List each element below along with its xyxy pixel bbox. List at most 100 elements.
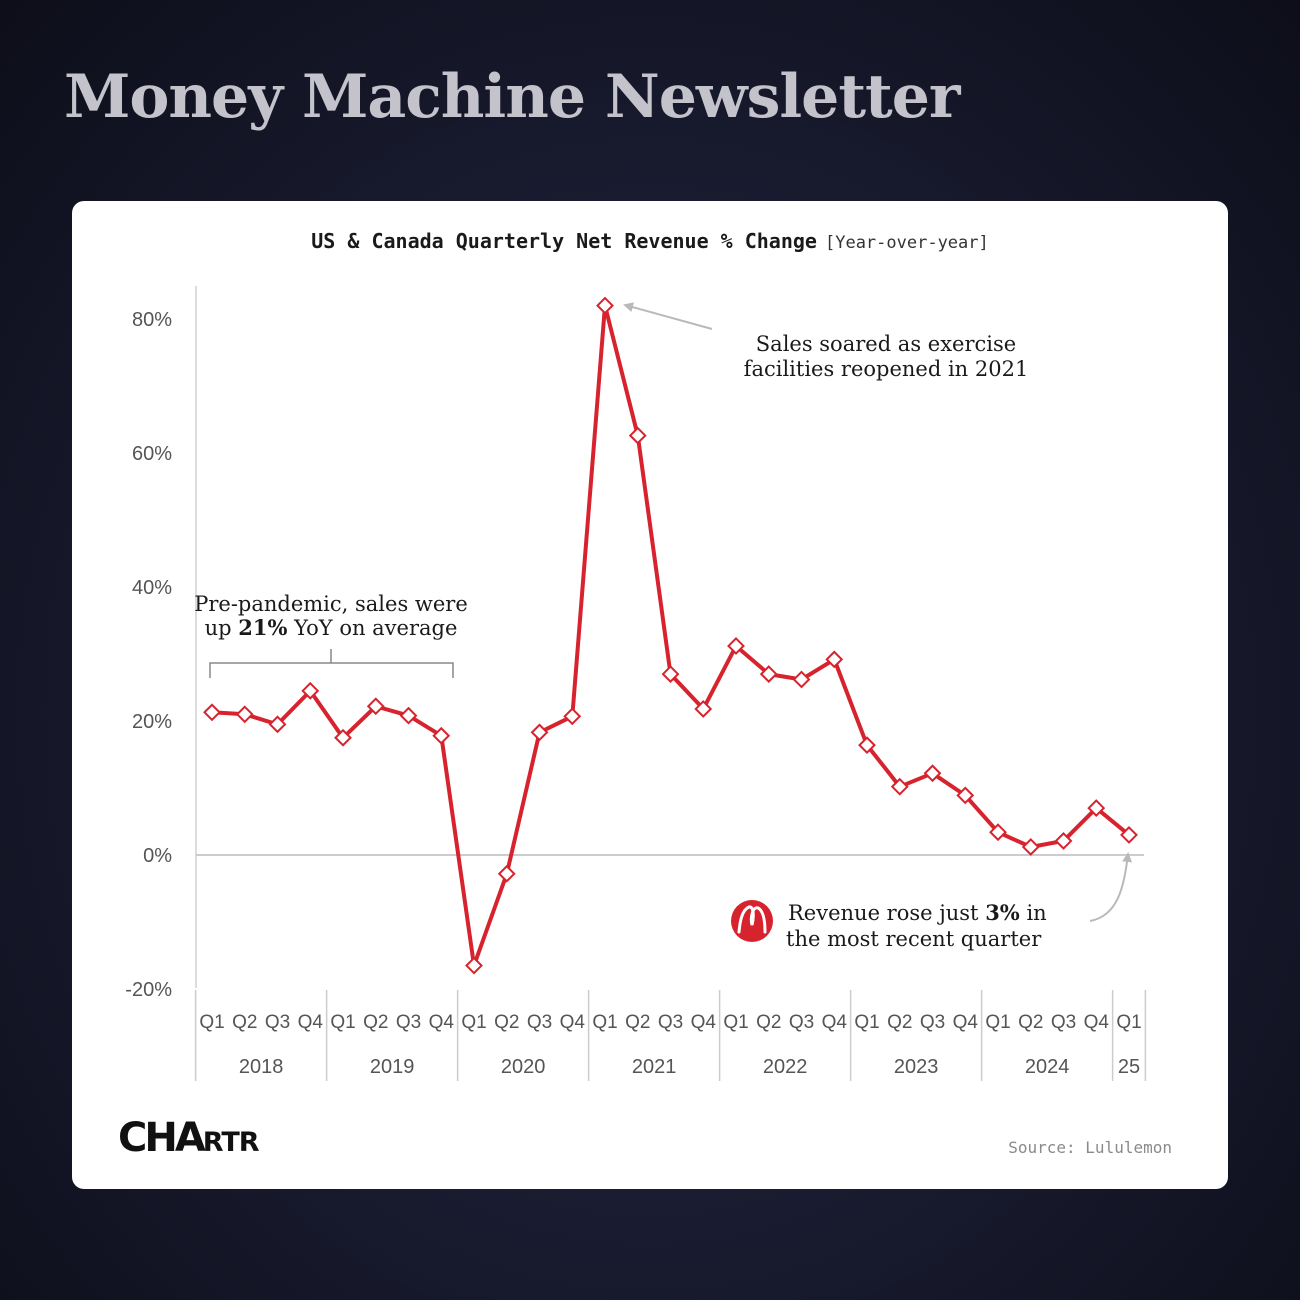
annotation-line: Sales soared as exercise — [756, 332, 1016, 356]
quarter-label: Q1 — [1116, 1012, 1141, 1033]
year-label: 2022 — [763, 1056, 808, 1078]
data-point-marker — [956, 786, 975, 805]
year-label: 2024 — [1025, 1056, 1070, 1078]
data-point-marker — [301, 681, 320, 700]
chart-title: US & Canada Quarterly Net Revenue % Chan… — [72, 229, 1228, 253]
data-point-marker — [1021, 838, 1040, 856]
annotation-text: up — [205, 616, 239, 640]
data-point-marker — [628, 426, 647, 445]
annotation-text: in — [1020, 901, 1047, 925]
data-point-marker — [432, 726, 451, 745]
data-point-marker — [858, 736, 876, 755]
recent-annotation: Revenue rose just 3% in the most recent … — [731, 852, 1133, 951]
data-point-marker — [1054, 832, 1073, 850]
data-point-marker — [825, 650, 844, 669]
y-axis-ticks: 80% 60% 40% 20% 0% -20% — [125, 309, 172, 1001]
quarter-label: Q1 — [592, 1012, 617, 1033]
year-label: 2018 — [239, 1056, 284, 1078]
chart-card: US & Canada Quarterly Net Revenue % Chan… — [72, 201, 1228, 1189]
quarter-label: Q4 — [560, 1012, 586, 1033]
series-revenue-change — [203, 296, 1138, 975]
data-point-marker — [1087, 799, 1106, 818]
quarter-label: Q3 — [1051, 1012, 1076, 1033]
data-point-marker — [235, 705, 254, 724]
quarter-label: Q2 — [756, 1012, 781, 1033]
annotation-line: Pre-pandemic, sales were — [194, 592, 468, 616]
data-point-marker — [530, 723, 549, 742]
quarter-label: Q1 — [985, 1012, 1010, 1033]
y-tick-label: 40% — [132, 577, 172, 599]
y-tick-label: 60% — [132, 443, 172, 465]
quarter-label: Q4 — [822, 1012, 848, 1033]
data-point-marker — [694, 700, 713, 718]
data-point-marker — [465, 956, 483, 975]
quarter-label: Q2 — [887, 1012, 912, 1033]
quarter-label: Q4 — [429, 1012, 455, 1033]
quarter-label: Q4 — [1084, 1012, 1110, 1033]
y-tick-label: -20% — [125, 979, 172, 1001]
pre-pandemic-annotation: Pre-pandemic, sales were up 21% YoY on a… — [194, 592, 468, 678]
data-point-marker — [923, 764, 942, 783]
line-chart: 80%60%40%20%0%-20% Q1 Q2 Q3 Q4 Q1 Q2 Q3 Q4 Q1 Q2 Q… — [125, 286, 1147, 1081]
quarter-label: Q1 — [723, 1012, 748, 1033]
data-point-marker — [268, 715, 287, 734]
lululemon-logo-icon — [731, 900, 773, 942]
data-point-marker — [563, 707, 582, 726]
quarter-label: Q1 — [330, 1012, 355, 1033]
x-axis: Q1 Q2 Q3 Q4 Q1 Q2 Q3 Q4 Q1 Q2 Q3 Q4 Q1 Q2 Q3 Q4 Q1 Q2 Q3 Q4… — [194, 990, 1147, 1081]
annotation-text: YoY on average — [287, 616, 457, 640]
data-point-marker — [661, 665, 680, 684]
annotation-arrow — [1089, 852, 1133, 922]
headline: Money Machine Newsletter — [64, 62, 961, 132]
data-point-marker — [890, 777, 909, 796]
logo-text: CHA — [118, 1115, 206, 1161]
quarter-label: Q3 — [658, 1012, 683, 1033]
bracket — [209, 649, 454, 678]
year-label: 2021 — [632, 1056, 677, 1078]
data-point-marker — [203, 703, 221, 722]
y-tick-label: 0% — [143, 845, 172, 867]
chartr-logo: CHARTR — [118, 1115, 260, 1161]
y-tick-label: 80% — [132, 309, 172, 331]
data-point-marker — [366, 697, 385, 716]
annotation-bold: 3% — [985, 900, 1020, 925]
quarter-label: Q3 — [789, 1012, 814, 1033]
annotation-text: Revenue rose just — [788, 901, 985, 925]
data-point-marker — [1120, 825, 1138, 844]
quarter-label: Q4 — [298, 1012, 324, 1033]
year-label: 2020 — [501, 1056, 546, 1078]
quarter-label: Q2 — [363, 1012, 388, 1033]
quarter-label: Q1 — [461, 1012, 486, 1033]
chart-title-main: US & Canada Quarterly Net Revenue % Chan… — [311, 229, 817, 253]
quarter-label: Q2 — [1018, 1012, 1043, 1033]
quarter-label: Q3 — [920, 1012, 945, 1033]
year-label: 2023 — [894, 1056, 939, 1078]
annotation-line: facilities reopened in 2021 — [744, 357, 1029, 381]
quarter-label: Q1 — [199, 1012, 224, 1033]
annotation-arrow — [623, 302, 713, 330]
data-point-marker — [759, 665, 778, 684]
annotation-line: the most recent quarter — [786, 927, 1042, 951]
data-point-marker — [399, 706, 418, 725]
data-point-marker — [334, 728, 352, 747]
data-point-marker — [989, 823, 1007, 842]
quarter-label: Q4 — [953, 1012, 979, 1033]
annotation-bold: 21% — [238, 615, 287, 640]
quarter-label: Q3 — [527, 1012, 552, 1033]
data-point-marker — [727, 637, 745, 655]
quarter-label: Q1 — [854, 1012, 879, 1033]
chart-subtitle: [Year-over-year] — [824, 233, 989, 253]
quarter-label: Q2 — [625, 1012, 650, 1033]
data-point-marker — [792, 670, 811, 689]
year-label: 25 — [1118, 1056, 1140, 1078]
quarter-label: Q4 — [691, 1012, 717, 1033]
quarter-label: Q3 — [396, 1012, 421, 1033]
quarter-label: Q2 — [494, 1012, 519, 1033]
data-point-marker — [497, 864, 516, 883]
source-label: Source: Lululemon — [1008, 1138, 1172, 1157]
y-tick-label: 20% — [132, 711, 172, 733]
annotation-line: up 21% YoY on average — [205, 615, 458, 640]
peak-annotation: Sales soared as exercise facilities reop… — [623, 302, 1029, 381]
quarter-label: Q2 — [232, 1012, 257, 1033]
quarter-label: Q3 — [265, 1012, 290, 1033]
